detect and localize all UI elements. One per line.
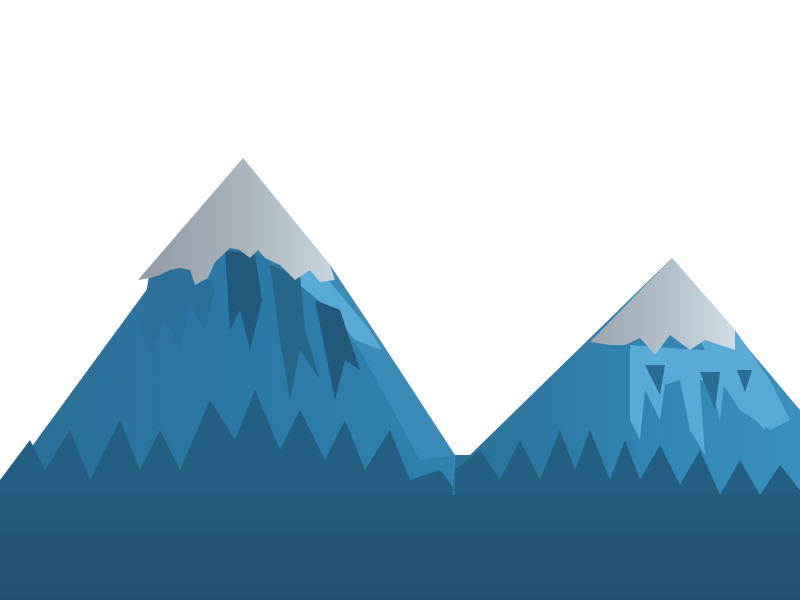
- left-mountain: [0, 158, 455, 520]
- ground-band: [0, 495, 800, 600]
- left-mountain-shadow-2: [225, 250, 262, 350]
- left-mountain-shadow-3: [270, 265, 320, 400]
- right-mountain-ice-gap-3: [737, 370, 752, 392]
- left-mountain-lower-shadow: [0, 390, 455, 520]
- left-mountain-snow-cap: [138, 158, 335, 285]
- right-mountain-ice-gap-2: [700, 372, 720, 410]
- left-mountain-shadow-4: [315, 300, 360, 400]
- right-mountain-ice-drips: [630, 345, 770, 455]
- right-mountain-ice-gap-1: [645, 365, 665, 395]
- right-mountain-snow-cap: [590, 258, 735, 355]
- right-mountain: [450, 258, 800, 520]
